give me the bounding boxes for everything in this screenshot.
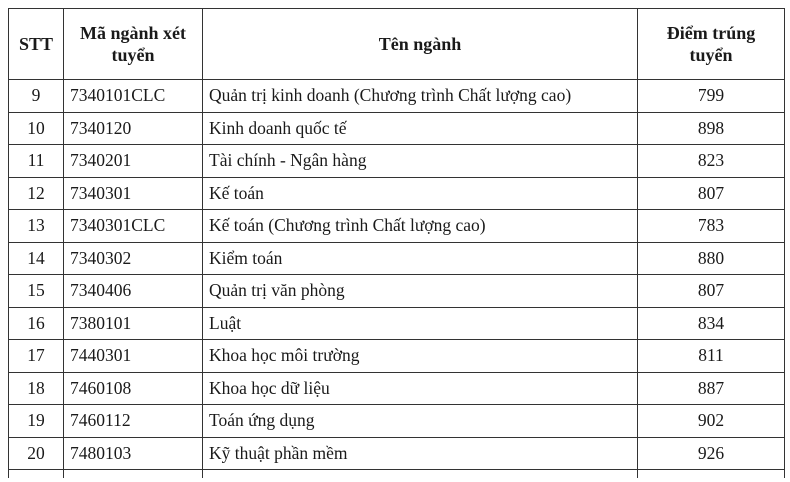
name-cell: Khoa học môi trường [202,339,638,373]
table-row: 9 7340101CLC Quản trị kinh doanh (Chương t… [8,79,785,113]
score-cell: 898 [637,111,785,145]
empty-cell [63,469,203,478]
score-cell: 799 [637,79,785,113]
score-cell: 926 [637,436,785,470]
code-cell: 7340302 [63,241,203,275]
name-cell: Tài chính - Ngân hàng [202,144,638,178]
stt-cell: 10 [8,111,64,145]
header-score: Điểm trúng tuyển [637,8,785,80]
score-cell: 783 [637,209,785,243]
stt-cell: 12 [8,176,64,210]
stt-cell: 19 [8,404,64,438]
stt-cell: 17 [8,339,64,373]
name-cell: Kế toán (Chương trình Chất lượng cao) [202,209,638,243]
name-cell: Quản trị kinh doanh (Chương trình Chất l… [202,79,638,113]
table-row: 10 7340120 Kinh doanh quốc tế 898 [8,111,785,145]
code-cell: 7340201 [63,144,203,178]
table-row: 16 7380101 Luật 834 [8,306,785,340]
code-cell: 7340120 [63,111,203,145]
score-cell: 811 [637,339,785,373]
empty-cell [8,469,64,478]
code-cell: 7340301CLC [63,209,203,243]
score-cell: 902 [637,404,785,438]
code-cell: 7480103 [63,436,203,470]
score-cell: 834 [637,306,785,340]
table-row: 13 7340301CLC Kế toán (Chương trình Chất l… [8,209,785,243]
stt-cell: 15 [8,274,64,308]
code-cell: 7380101 [63,306,203,340]
code-cell: 7340406 [63,274,203,308]
table-row: 18 7460108 Khoa học dữ liệu 887 [8,371,785,405]
table-row: 19 7460112 Toán ứng dụng 902 [8,404,785,438]
name-cell: Toán ứng dụng [202,404,638,438]
score-cell: 807 [637,274,785,308]
table-row: 11 7340201 Tài chính - Ngân hàng 823 [8,144,785,178]
header-row: STT Mã ngành xét tuyển Tên ngành Điểm tr… [8,8,785,80]
table-row: 17 7440301 Khoa học môi trường 811 [8,339,785,373]
name-cell: Kế toán [202,176,638,210]
score-cell: 823 [637,144,785,178]
stt-cell: 14 [8,241,64,275]
code-cell: 7460108 [63,371,203,405]
empty-cell [202,469,638,478]
table-row: 14 7340302 Kiểm toán 880 [8,241,785,275]
header-code: Mã ngành xét tuyển [63,8,203,80]
name-cell: Khoa học dữ liệu [202,371,638,405]
stt-cell: 13 [8,209,64,243]
table-continuation-row [8,469,785,478]
name-cell: Kiểm toán [202,241,638,275]
score-cell: 880 [637,241,785,275]
header-stt: STT [8,8,64,80]
score-cell: 887 [637,371,785,405]
name-cell: Luật [202,306,638,340]
name-cell: Kinh doanh quốc tế [202,111,638,145]
name-cell: Kỹ thuật phần mềm [202,436,638,470]
stt-cell: 18 [8,371,64,405]
score-cell: 807 [637,176,785,210]
empty-cell [637,469,785,478]
stt-cell: 11 [8,144,64,178]
code-cell: 7340101CLC [63,79,203,113]
code-cell: 7460112 [63,404,203,438]
table-row: 20 7480103 Kỹ thuật phần mềm 926 [8,436,785,470]
stt-cell: 9 [8,79,64,113]
admission-scores-table: STT Mã ngành xét tuyển Tên ngành Điểm tr… [8,8,785,478]
table-row: 12 7340301 Kế toán 807 [8,176,785,210]
stt-cell: 16 [8,306,64,340]
code-cell: 7440301 [63,339,203,373]
table-row: 15 7340406 Quản trị văn phòng 807 [8,274,785,308]
stt-cell: 20 [8,436,64,470]
code-cell: 7340301 [63,176,203,210]
name-cell: Quản trị văn phòng [202,274,638,308]
header-name: Tên ngành [202,8,638,80]
